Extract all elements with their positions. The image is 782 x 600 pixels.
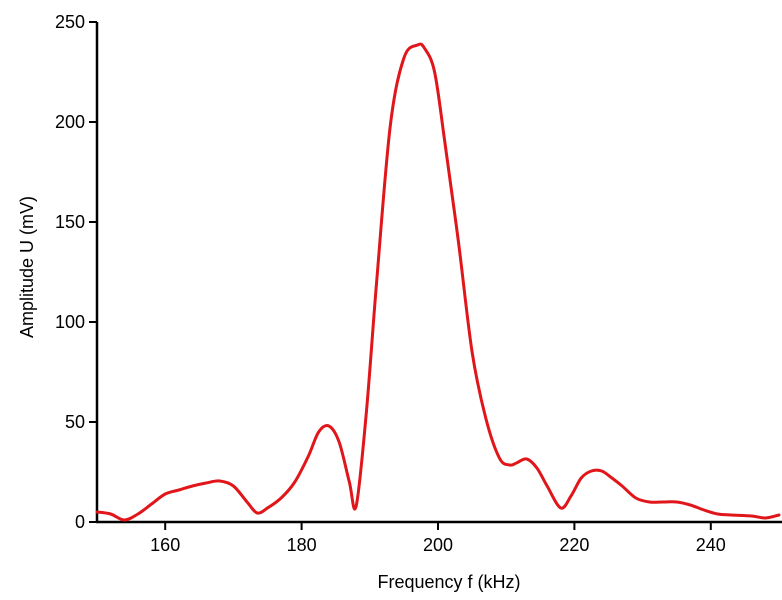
y-tick-label: 250	[55, 12, 85, 32]
x-tick-label: 240	[696, 535, 726, 555]
x-axis-title: Frequency f (kHz)	[377, 572, 520, 592]
y-tick-label: 150	[55, 212, 85, 232]
y-axis-title: Amplitude U (mV)	[17, 196, 37, 338]
y-tick-label: 200	[55, 112, 85, 132]
series	[95, 42, 781, 522]
y-tick-label: 50	[65, 412, 85, 432]
amplitude-series-line	[95, 42, 781, 522]
x-tick-label: 180	[287, 535, 317, 555]
x-tick-label: 200	[423, 535, 453, 555]
x-tick-label: 220	[559, 535, 589, 555]
x-tick-label: 160	[150, 535, 180, 555]
ticks: 0 50 100 150 200 250 160 180 200 220 240	[55, 12, 726, 555]
y-tick-label: 0	[75, 512, 85, 532]
y-tick-label: 100	[55, 312, 85, 332]
